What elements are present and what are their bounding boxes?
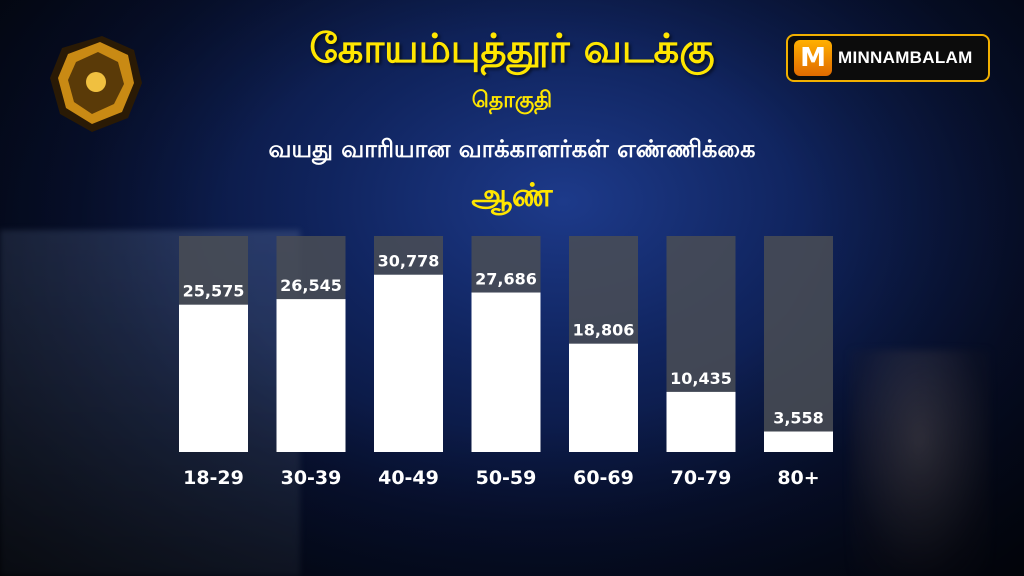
data-label-50-59: 27,686	[475, 270, 537, 289]
bar-40-49	[374, 274, 443, 452]
tick-label-18-29: 18-29	[183, 467, 244, 489]
brand-name: MINNAMBALAM	[838, 48, 973, 67]
bar-18-29	[179, 304, 248, 452]
bar-30-39	[276, 299, 346, 452]
data-label-30-39: 26,545	[280, 276, 342, 295]
bar-50-59	[471, 292, 541, 452]
tick-label-80+: 80+	[777, 467, 819, 489]
chart-caption: வயது வாரியான வாக்காளர்கள் எண்ணிக்கை	[268, 135, 756, 163]
data-label-70-79: 10,435	[670, 369, 732, 388]
bar-60-69	[569, 343, 638, 452]
brand-icon: M	[794, 40, 832, 76]
tick-label-40-49: 40-49	[378, 467, 439, 489]
chart-subtitle: தொகுதி	[471, 88, 553, 113]
gender-label: ஆண்	[471, 176, 553, 214]
tick-label-30-39: 30-39	[281, 467, 342, 489]
brand-logo: M MINNAMBALAM	[786, 34, 990, 82]
tick-label-70-79: 70-79	[671, 467, 732, 489]
data-label-60-69: 18,806	[573, 321, 635, 340]
tick-label-50-59: 50-59	[476, 467, 537, 489]
bar-track-80+	[764, 236, 833, 452]
bar-70-79	[666, 391, 736, 452]
chart-title: கோயம்புத்தூர் வடக்கு	[309, 26, 715, 72]
district-map-icon	[50, 36, 142, 132]
bar-80+	[764, 431, 833, 452]
data-label-80+: 3,558	[773, 409, 824, 428]
tick-label-60-69: 60-69	[573, 467, 634, 489]
data-label-40-49: 30,778	[378, 252, 440, 271]
data-label-18-29: 25,575	[183, 282, 245, 301]
